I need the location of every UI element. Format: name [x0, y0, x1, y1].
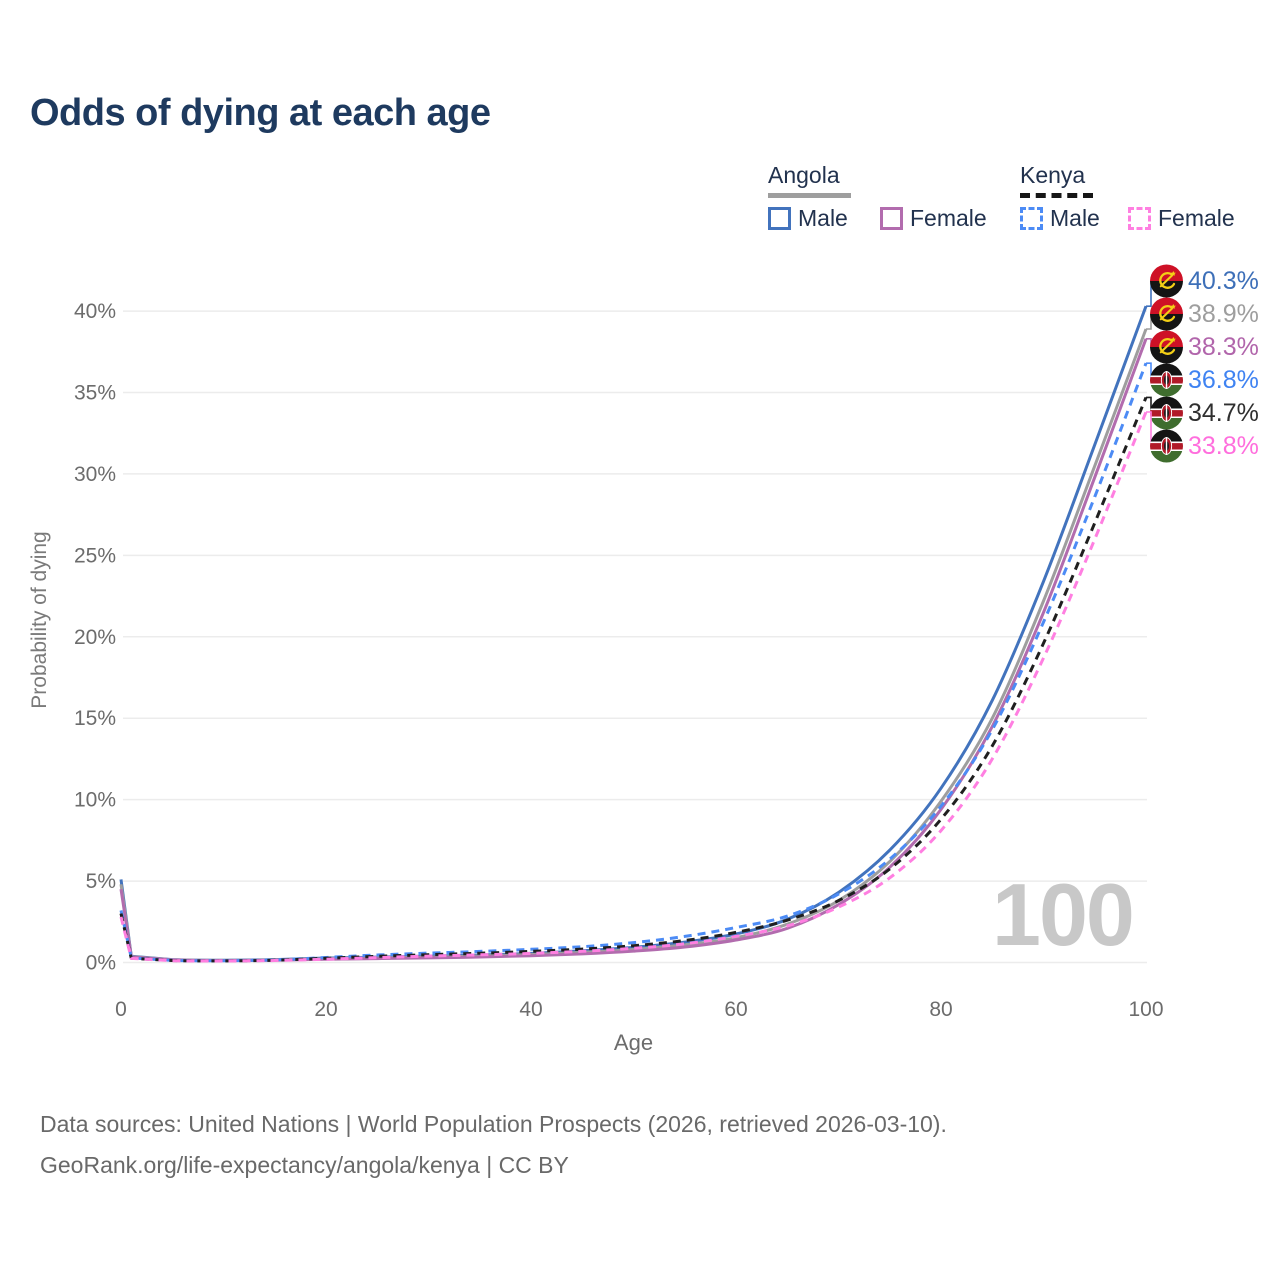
y-tick-label: 5%	[86, 870, 116, 893]
legend-item-angola-male[interactable]: Male	[768, 203, 848, 233]
end-value-label: 36.8%	[1188, 366, 1259, 394]
x-tick-label: 60	[724, 998, 747, 1021]
mortality-line-chart: 0% 5% 10% 15% 20% 25% 30% 35% 40% 0 20 40 60 80 100 Age…	[28, 264, 1259, 1055]
y-tick-label: 25%	[74, 544, 116, 567]
x-tick-label: 100	[1128, 998, 1163, 1021]
angola-flag-icon	[1150, 264, 1183, 298]
legend-group-kenya: Kenya	[1020, 162, 1086, 188]
legend-group-angola: Angola	[768, 162, 840, 188]
angola-solid-line-key	[768, 193, 851, 198]
y-axis-title: Probability of dying	[28, 531, 51, 708]
angola-flag-icon	[1150, 330, 1183, 364]
series-line-kenya-female	[119, 411, 1148, 963]
legend-item-kenya-female[interactable]: Female	[1128, 203, 1235, 233]
y-tick-label: 30%	[74, 463, 116, 486]
angola-male-swatch-icon	[768, 206, 791, 230]
series-line-angola-male	[119, 305, 1148, 962]
footer: Data sources: United Nations | World Pop…	[40, 1104, 947, 1186]
y-tick-label: 35%	[74, 382, 116, 405]
x-tick-label: 20	[314, 998, 337, 1021]
kenya-male-swatch-icon	[1020, 206, 1043, 230]
end-value-label: 33.8%	[1188, 432, 1259, 460]
end-value-label: 40.3%	[1188, 267, 1259, 295]
kenya-flag-icon	[1150, 363, 1183, 397]
x-tick-label: 80	[929, 998, 952, 1021]
x-tick-label: 0	[115, 998, 127, 1021]
y-tick-label: 15%	[74, 707, 116, 730]
legend-item-angola-female[interactable]: Female	[880, 203, 987, 233]
legend-item-label: Female	[910, 204, 987, 231]
age-counter-watermark: 100	[992, 865, 1135, 964]
kenya-dashed-line-key	[1020, 193, 1093, 198]
end-value-label: 38.3%	[1188, 333, 1259, 361]
y-tick-label: 20%	[74, 626, 116, 649]
series-line-kenya-male	[119, 362, 1148, 963]
legend-item-label: Female	[1158, 204, 1235, 231]
angola-female-swatch-icon	[880, 206, 903, 230]
data-sources-line: Data sources: United Nations | World Pop…	[40, 1111, 947, 1137]
kenya-flag-icon	[1150, 429, 1183, 463]
legend-item-label: Male	[798, 204, 848, 231]
series-line-kenya-both-sexes	[119, 396, 1148, 963]
plot-area: 0% 5% 10% 15% 20% 25% 30% 35% 40% 0 20 40 60 80 100 Age…	[28, 264, 1259, 1055]
y-tick-label: 40%	[74, 300, 116, 323]
legend-item-kenya-male[interactable]: Male	[1020, 203, 1100, 233]
kenya-flag-icon	[1150, 396, 1183, 430]
y-tick-label: 0%	[86, 952, 116, 975]
legend-item-label: Male	[1050, 204, 1100, 231]
end-value-label: 34.7%	[1188, 399, 1259, 427]
y-tick-label: 10%	[74, 789, 116, 812]
end-value-label: 38.9%	[1188, 300, 1259, 328]
attribution-line: GeoRank.org/life-expectancy/angola/kenya…	[40, 1152, 569, 1178]
chart-title: Odds of dying at each age	[30, 92, 491, 134]
angola-flag-icon	[1150, 297, 1183, 331]
kenya-female-swatch-icon	[1128, 206, 1151, 230]
x-axis-title: Age	[614, 1030, 653, 1055]
x-tick-label: 40	[519, 998, 542, 1021]
